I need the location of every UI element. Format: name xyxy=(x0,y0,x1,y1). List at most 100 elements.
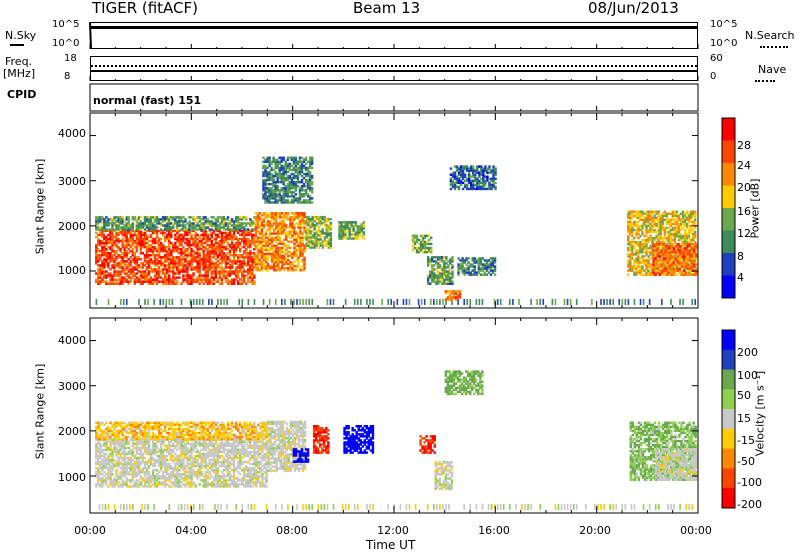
power-data-cell xyxy=(282,187,285,190)
power-data-cell xyxy=(645,210,648,213)
power-data-cell xyxy=(674,267,678,270)
power-data-cell xyxy=(292,160,296,164)
power-data-cell xyxy=(188,282,191,285)
power-data-cell xyxy=(689,226,693,230)
power-data-cell xyxy=(268,230,272,233)
power-noise-mark xyxy=(180,298,183,305)
power-data-cell xyxy=(123,228,126,231)
power-data-cell xyxy=(476,179,479,183)
power-data-cell xyxy=(101,239,104,243)
power-noise-mark xyxy=(168,298,171,305)
power-data-cell xyxy=(214,264,218,267)
power-data-cell xyxy=(153,270,157,273)
power-data-cell xyxy=(245,237,248,241)
power-data-cell xyxy=(145,260,149,263)
power-data-cell xyxy=(107,272,110,275)
power-data-cell xyxy=(194,245,197,249)
power-data-cell xyxy=(113,252,116,255)
power-data-cell xyxy=(220,245,224,249)
power-data-cell xyxy=(274,158,277,162)
power-data-cell xyxy=(147,258,151,261)
power-data-cell xyxy=(149,245,153,249)
power-data-cell xyxy=(494,173,497,176)
power-data-cell xyxy=(278,224,282,227)
power-data-cell xyxy=(282,166,285,170)
power-data-cell xyxy=(249,231,252,235)
power-data-cell xyxy=(109,254,112,257)
power-data-cell xyxy=(629,245,632,248)
power-data-cell xyxy=(268,224,272,227)
power-data-cell xyxy=(226,237,230,241)
power-data-cell xyxy=(477,257,481,260)
power-data-cell xyxy=(280,168,283,172)
power-data-cell xyxy=(299,246,302,250)
power-data-cell xyxy=(655,230,658,234)
power-data-cell xyxy=(176,220,179,223)
power-data-cell xyxy=(243,256,246,259)
power-data-cell xyxy=(673,236,677,240)
power-data-cell xyxy=(268,242,272,245)
power-data-cell xyxy=(683,220,687,224)
power-data-cell xyxy=(653,214,656,217)
power-data-cell xyxy=(641,247,644,250)
velocity-noise-mark xyxy=(253,503,256,510)
power-data-cell xyxy=(105,237,108,241)
power-data-cell xyxy=(659,214,662,217)
power-data-cell xyxy=(317,238,320,241)
power-data-cell xyxy=(272,180,275,184)
power-data-cell xyxy=(283,254,286,258)
power-data-cell xyxy=(291,256,294,260)
power-data-cell xyxy=(276,230,280,233)
power-data-cell xyxy=(287,240,290,243)
power-data-cell xyxy=(679,222,683,226)
power-data-cell xyxy=(654,257,657,260)
power-data-cell xyxy=(456,294,460,297)
power-data-cell xyxy=(178,220,181,223)
power-data-cell xyxy=(157,274,161,277)
power-data-cell xyxy=(240,270,244,273)
power-data-cell xyxy=(253,254,256,257)
power-data-cell xyxy=(105,274,108,277)
power-data-cell xyxy=(170,266,173,269)
power-data-cell xyxy=(282,189,285,192)
power-data-cell xyxy=(291,224,294,227)
power-data-cell xyxy=(226,216,230,219)
power-data-cell xyxy=(137,237,141,241)
power-data-cell xyxy=(109,239,112,243)
power-data-cell xyxy=(654,249,657,252)
power-data-cell xyxy=(461,259,464,262)
power-data-cell xyxy=(685,216,689,220)
power-data-cell xyxy=(214,270,218,273)
power-data-cell xyxy=(105,239,108,243)
power-data-cell xyxy=(222,256,226,259)
power-data-cell xyxy=(212,254,216,257)
power-data-cell xyxy=(253,222,256,225)
power-data-cell xyxy=(131,249,134,253)
power-data-cell xyxy=(684,243,688,246)
power-data-cell xyxy=(121,256,124,259)
power-data-cell xyxy=(299,244,302,248)
power-data-cell xyxy=(127,220,130,223)
power-data-cell xyxy=(131,258,134,261)
power-data-cell xyxy=(668,269,672,272)
power-data-cell xyxy=(159,258,163,261)
power-data-cell xyxy=(290,178,294,182)
power-data-cell xyxy=(210,220,214,223)
power-data-cell xyxy=(457,185,461,189)
power-data-cell xyxy=(278,195,281,198)
power-data-cell xyxy=(480,171,483,174)
power-data-cell xyxy=(645,247,648,250)
power-data-cell xyxy=(216,226,220,229)
power-data-cell xyxy=(151,247,155,251)
power-data-cell xyxy=(212,272,216,275)
power-data-cell xyxy=(206,274,209,277)
power-data-cell xyxy=(325,226,329,229)
power-data-cell xyxy=(180,282,183,285)
power-data-cell xyxy=(254,264,258,268)
power-data-cell xyxy=(641,232,644,236)
power-data-cell xyxy=(629,212,632,215)
power-data-cell xyxy=(127,222,130,225)
power-data-cell xyxy=(693,216,697,220)
power-data-cell xyxy=(145,262,149,265)
power-data-cell xyxy=(172,243,175,247)
